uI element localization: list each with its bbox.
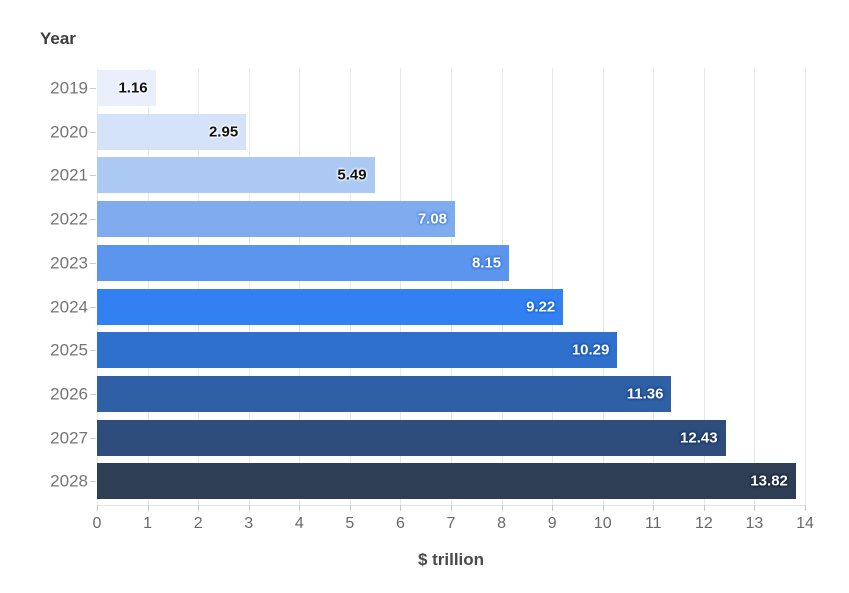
value-label-2019: 1.16 [118, 79, 148, 97]
bar-2024[interactable]: 9.22 [97, 288, 564, 325]
y-axis-tick-2026 [90, 393, 96, 395]
y-axis-label-2028: 2028 [50, 471, 88, 491]
x-axis-tick-label-3: 3 [244, 515, 254, 532]
gridline-10 [602, 68, 604, 505]
gridline-12 [703, 68, 705, 505]
gridline-0 [97, 68, 98, 505]
x-axis-tick-3 [248, 505, 250, 511]
bar-2019[interactable]: 1.16 [97, 70, 156, 107]
bar-2027[interactable]: 12.43 [97, 419, 726, 456]
bar-2026[interactable]: 11.36 [97, 375, 672, 412]
y-axis-label-2027: 2027 [50, 428, 88, 448]
x-axis-tick-14 [805, 505, 806, 511]
value-label-2023: 8.15 [471, 254, 502, 272]
y-axis-tick-2024 [90, 306, 96, 308]
gridline-7 [451, 68, 452, 505]
x-axis-tick-7 [451, 505, 452, 511]
gridline-2 [198, 68, 200, 505]
x-axis-title: $ trillion [417, 550, 485, 569]
value-label-2025: 10.29 [571, 341, 610, 359]
y-axis-tick-2021 [90, 175, 96, 177]
x-axis-tick-12 [703, 505, 705, 511]
gridline-14 [805, 68, 806, 505]
value-label-2020: 2.95 [208, 123, 239, 141]
bar-2021[interactable]: 5.49 [97, 157, 375, 194]
value-label-2026: 11.36 [626, 385, 664, 403]
y-axis-label-2024: 2024 [50, 297, 88, 317]
bar-2022[interactable]: 7.08 [97, 201, 456, 238]
bar-2025[interactable]: 10.29 [97, 332, 618, 369]
value-label-2021: 5.49 [337, 166, 367, 184]
x-axis-tick-label-5: 5 [345, 515, 355, 532]
value-label-2028: 13.82 [750, 472, 788, 490]
x-axis-tick-1 [147, 505, 149, 511]
gridline-5 [349, 68, 351, 505]
y-axis-label-2021: 2021 [50, 165, 88, 185]
gridline-1 [147, 68, 149, 505]
x-axis-tick-label-14: 14 [796, 515, 814, 532]
value-label-2027: 12.43 [680, 429, 718, 447]
x-axis-tick-label-2: 2 [193, 515, 203, 532]
x-axis-tick-13 [754, 505, 756, 511]
x-axis-tick-2 [198, 505, 200, 511]
x-axis-tick-6 [400, 505, 402, 511]
x-axis-tick-label-7: 7 [446, 515, 456, 532]
x-axis-tick-label-8: 8 [497, 515, 507, 532]
y-axis-tick-2020 [90, 131, 96, 133]
gridline-4 [299, 68, 301, 505]
y-axis-tick-2028 [90, 481, 96, 483]
value-label-2024: 9.22 [526, 298, 556, 316]
x-axis-tick-8 [501, 505, 503, 511]
y-axis-label-2022: 2022 [50, 209, 88, 229]
x-axis-tick-label-4: 4 [294, 515, 304, 532]
y-axis-label-2020: 2020 [50, 122, 88, 142]
x-axis-tick-label-0: 0 [92, 515, 102, 532]
x-axis-tick-label-11: 11 [644, 515, 662, 532]
x-axis-tick-label-12: 12 [694, 515, 713, 532]
gridline-6 [400, 68, 402, 505]
x-axis-tick-label-1: 1 [143, 515, 153, 532]
bar-2020[interactable]: 2.95 [97, 113, 247, 150]
y-axis-tick-2023 [90, 262, 96, 264]
y-axis-tick-2027 [90, 437, 96, 439]
x-axis-tick-10 [602, 505, 604, 511]
gridline-8 [501, 68, 503, 505]
y-axis-tick-2022 [90, 219, 96, 221]
x-axis-tick-label-6: 6 [395, 515, 405, 532]
gridline-3 [248, 68, 250, 505]
y-axis-tick-2025 [90, 350, 96, 352]
x-axis-tick-0 [97, 505, 98, 511]
x-axis-tick-label-9: 9 [547, 515, 557, 532]
gridline-9 [552, 68, 554, 505]
y-axis-label-2023: 2023 [50, 253, 88, 273]
chart-title: Year [40, 29, 76, 48]
gridline-13 [754, 68, 756, 505]
y-axis-label-2019: 2019 [50, 78, 88, 98]
x-axis-tick-9 [552, 505, 554, 511]
y-axis-tick-2019 [90, 88, 96, 90]
gridline-11 [653, 68, 655, 505]
y-axis-label-2025: 2025 [50, 340, 88, 360]
x-axis-tick-11 [653, 505, 655, 511]
x-axis-tick-label-13: 13 [745, 515, 764, 532]
plot-area: 1.16 2.95 5.49 7.08 8.15 9.22 10.29 11.36 12.43 1… [97, 68, 806, 506]
bar-2023[interactable]: 8.15 [97, 244, 510, 281]
y-axis-label-2026: 2026 [50, 384, 88, 404]
bar-2028[interactable]: 13.82 [97, 463, 796, 500]
x-axis-tick-4 [299, 505, 301, 511]
value-label-2022: 7.08 [417, 210, 448, 228]
x-axis-tick-label-10: 10 [593, 515, 612, 532]
x-axis-tick-5 [349, 505, 351, 511]
